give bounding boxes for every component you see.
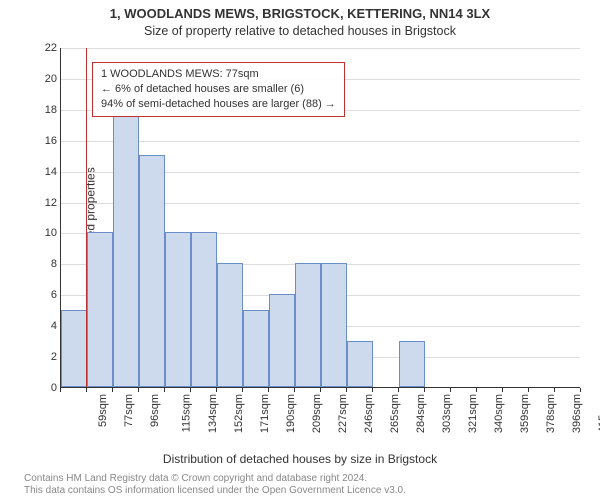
y-tick-label: 20 bbox=[45, 73, 57, 85]
x-tick-mark bbox=[502, 388, 503, 392]
x-tick-label: 190sqm bbox=[285, 394, 297, 433]
x-tick-mark bbox=[554, 388, 555, 392]
y-axis-ticks: 0246810121416182022 bbox=[35, 48, 60, 388]
y-tick-label: 6 bbox=[51, 289, 57, 301]
y-tick-label: 4 bbox=[51, 320, 57, 332]
footer-line-1: Contains HM Land Registry data © Crown c… bbox=[24, 473, 367, 484]
histogram-bar bbox=[139, 155, 165, 387]
x-tick-label: 359sqm bbox=[519, 394, 531, 433]
x-tick-label: 171sqm bbox=[259, 394, 271, 433]
histogram-bar bbox=[87, 232, 113, 387]
x-tick-mark bbox=[138, 388, 139, 392]
y-tick-label: 8 bbox=[51, 258, 57, 270]
x-tick-mark bbox=[190, 388, 191, 392]
x-tick-mark bbox=[346, 388, 347, 392]
y-tick-label: 12 bbox=[45, 197, 57, 209]
histogram-bar bbox=[295, 263, 321, 387]
histogram-bar bbox=[191, 232, 217, 387]
annotation-line-3: 94% of semi-detached houses are larger (… bbox=[101, 97, 336, 112]
histogram-bar bbox=[269, 294, 295, 387]
x-tick-label: 209sqm bbox=[311, 394, 323, 433]
histogram-bar bbox=[399, 341, 425, 387]
annotation-line-1: 1 WOODLANDS MEWS: 77sqm bbox=[101, 67, 336, 82]
x-axis-label: Distribution of detached houses by size … bbox=[0, 452, 600, 466]
x-tick-label: 246sqm bbox=[363, 394, 375, 433]
histogram-bar bbox=[217, 263, 243, 387]
x-tick-mark bbox=[528, 388, 529, 392]
x-tick-mark bbox=[450, 388, 451, 392]
x-tick-mark bbox=[242, 388, 243, 392]
x-tick-mark bbox=[476, 388, 477, 392]
x-tick-mark bbox=[424, 388, 425, 392]
x-tick-mark bbox=[86, 388, 87, 392]
x-tick-mark bbox=[294, 388, 295, 392]
y-tick-label: 16 bbox=[45, 135, 57, 147]
x-tick-label: 303sqm bbox=[441, 394, 453, 433]
x-tick-mark bbox=[580, 388, 581, 392]
x-tick-label: 396sqm bbox=[571, 394, 583, 433]
x-axis-ticks: 59sqm 77sqm 96sqm 115sqm 134sqm 152sqm 171sqm 1… bbox=[60, 388, 580, 448]
y-tick-label: 10 bbox=[45, 227, 57, 239]
x-tick-label: 96sqm bbox=[149, 394, 161, 427]
x-tick-mark bbox=[60, 388, 61, 392]
x-tick-label: 340sqm bbox=[493, 394, 505, 433]
x-tick-label: 265sqm bbox=[389, 394, 401, 433]
annotation-line-2: ← 6% of detached houses are smaller (6) bbox=[101, 82, 336, 97]
y-tick-label: 22 bbox=[45, 42, 57, 54]
x-tick-mark bbox=[216, 388, 217, 392]
x-tick-label: 77sqm bbox=[123, 394, 135, 427]
gridline bbox=[61, 48, 580, 49]
histogram-bar bbox=[321, 263, 347, 387]
y-tick-label: 18 bbox=[45, 104, 57, 116]
x-tick-mark bbox=[164, 388, 165, 392]
x-tick-label: 152sqm bbox=[233, 394, 245, 433]
y-tick-label: 2 bbox=[51, 351, 57, 363]
x-tick-label: 115sqm bbox=[180, 394, 192, 432]
chart-title-sub: Size of property relative to detached ho… bbox=[0, 24, 600, 38]
footer-line-2: This data contains OS information licens… bbox=[24, 485, 406, 496]
histogram-bar bbox=[165, 232, 191, 387]
histogram-bar bbox=[347, 341, 373, 387]
histogram-bar bbox=[243, 310, 269, 387]
x-tick-label: 284sqm bbox=[415, 394, 427, 433]
x-tick-label: 59sqm bbox=[97, 394, 109, 427]
x-tick-mark bbox=[398, 388, 399, 392]
y-tick-label: 0 bbox=[51, 382, 57, 394]
x-tick-mark bbox=[320, 388, 321, 392]
x-tick-label: 227sqm bbox=[337, 394, 349, 433]
x-tick-label: 321sqm bbox=[467, 394, 479, 433]
x-tick-mark bbox=[112, 388, 113, 392]
x-tick-mark bbox=[268, 388, 269, 392]
x-tick-mark bbox=[372, 388, 373, 392]
histogram-bar bbox=[113, 109, 139, 387]
x-tick-label: 378sqm bbox=[545, 394, 557, 433]
property-marker-line bbox=[86, 48, 87, 387]
histogram-bar bbox=[61, 310, 87, 387]
y-tick-label: 14 bbox=[45, 166, 57, 178]
annotation-box: 1 WOODLANDS MEWS: 77sqm ← 6% of detached… bbox=[92, 62, 345, 117]
chart-title-main: 1, WOODLANDS MEWS, BRIGSTOCK, KETTERING,… bbox=[0, 6, 600, 21]
x-tick-label: 134sqm bbox=[207, 394, 219, 433]
